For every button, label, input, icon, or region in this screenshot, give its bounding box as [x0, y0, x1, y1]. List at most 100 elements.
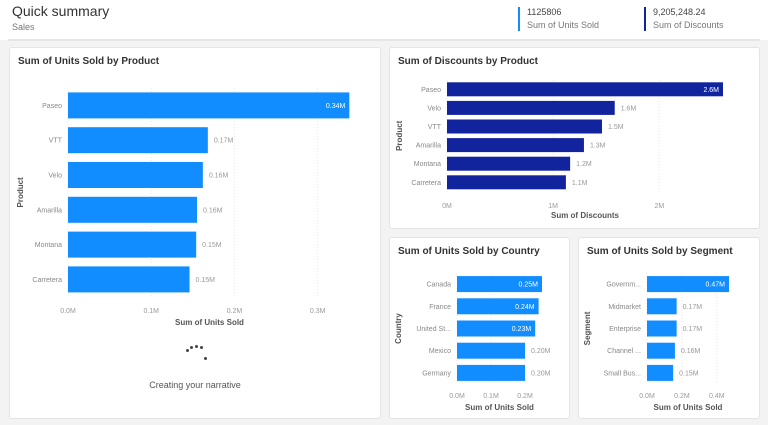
discounts-by-product-visual[interactable]: Sum of Discounts by Product 0M 1M 2M Paseo 2… — [389, 47, 760, 229]
category-label: Montana — [35, 242, 62, 249]
visual-title: Sum of Units Sold by Product — [18, 56, 160, 67]
bar-chart: 0.0M 0.1M 0.2M 0.3M Paseo 0.34M VTT 0.17M Velo 0.… — [16, 88, 350, 327]
x-tick-label: 0.3M — [310, 308, 326, 315]
bar[interactable] — [447, 156, 571, 171]
category-label: Velo — [427, 105, 441, 112]
category-label: VTT — [49, 138, 63, 145]
bar[interactable] — [447, 82, 723, 97]
bar[interactable] — [647, 276, 729, 293]
data-label: 0.17M — [683, 304, 703, 311]
data-label: 0.20M — [531, 348, 551, 355]
data-label: 0.47M — [706, 282, 726, 289]
bar[interactable] — [457, 342, 525, 359]
data-label: 1.6M — [621, 105, 637, 112]
kpi-units-sold[interactable]: 1125806 Sum of Units Sold — [518, 7, 599, 31]
units-by-country-visual[interactable]: Sum of Units Sold by Country 0.0M 0.1M 0.2… — [389, 237, 570, 419]
x-tick-label: 0.0M — [449, 393, 465, 400]
category-label: Carretera — [411, 180, 441, 187]
category-label: Germany — [422, 370, 451, 377]
bar[interactable] — [457, 364, 525, 381]
bar[interactable] — [68, 266, 190, 293]
category-label: Governm... — [606, 282, 641, 289]
data-label: 1.3M — [590, 143, 606, 150]
x-tick-label: 0.1M — [143, 308, 159, 315]
x-axis-title: Sum of Discounts — [551, 211, 620, 220]
kpi-discounts[interactable]: 9,205,248.24 Sum of Discounts — [644, 7, 724, 31]
y-axis-title: Segment — [583, 311, 592, 345]
kpi-value: 1125806 — [527, 7, 562, 17]
bar[interactable] — [647, 364, 674, 381]
category-label: Midmarket — [608, 304, 641, 311]
category-label: Enterprise — [609, 326, 641, 333]
data-label: 0.17M — [683, 326, 703, 333]
units-by-product-visual[interactable]: Sum of Units Sold by Product Creating yo… — [9, 47, 381, 419]
bar-chart: 0M 1M 2M Paseo 2.6M Velo 1.6M VTT 1.5M Amarilla 1.… — [395, 80, 723, 220]
data-label: 0.25M — [519, 282, 539, 289]
category-label: Paseo — [421, 87, 441, 94]
bar[interactable] — [457, 276, 542, 293]
x-axis-title: Sum of Units Sold — [654, 403, 723, 412]
data-label: 0.15M — [196, 277, 216, 284]
category-label: Amarilla — [416, 143, 441, 150]
category-label: Montana — [414, 161, 441, 168]
y-axis-title: Product — [395, 120, 404, 151]
kpi-value: 9,205,248.24 — [653, 7, 706, 17]
category-label: Velo — [48, 173, 62, 180]
bar[interactable] — [68, 92, 350, 119]
x-axis-title: Sum of Units Sold — [465, 403, 534, 412]
units-by-segment-visual[interactable]: Sum of Units Sold by Segment 0.0M 0.2M 0.4… — [578, 237, 760, 419]
x-tick-label: 0.2M — [517, 393, 533, 400]
category-label: Carretera — [32, 277, 62, 284]
data-label: 0.15M — [202, 242, 222, 249]
narrative-status: Creating your narrative — [149, 380, 241, 390]
page-title: Quick summary — [12, 3, 110, 19]
bar[interactable] — [457, 320, 536, 337]
kpi-label: Sum of Discounts — [653, 20, 724, 30]
data-label: 1.2M — [576, 161, 592, 168]
y-axis-title: Country — [394, 313, 403, 344]
x-tick-label: 0.1M — [483, 393, 499, 400]
x-tick-label: 0.0M — [639, 393, 655, 400]
bar[interactable] — [68, 231, 197, 258]
category-label: Small Bus... — [604, 370, 641, 377]
header-divider — [8, 39, 760, 41]
visual-title: Sum of Units Sold by Segment — [587, 246, 733, 257]
bar-chart: 0.0M 0.2M 0.4M Governm... 0.47M Midmarket 0.17… — [583, 273, 729, 412]
bar[interactable] — [68, 196, 198, 223]
data-label: 0.23M — [512, 326, 532, 333]
bar[interactable] — [447, 100, 615, 115]
category-label: France — [429, 304, 451, 311]
visual-title: Sum of Discounts by Product — [398, 56, 539, 67]
data-label: 0.20M — [531, 370, 551, 377]
bar[interactable] — [457, 298, 539, 315]
data-label: 1.1M — [572, 180, 588, 187]
data-label: 0.17M — [214, 138, 234, 145]
bar[interactable] — [447, 138, 584, 153]
bar[interactable] — [447, 175, 566, 190]
x-axis-title: Sum of Units Sold — [175, 318, 244, 327]
x-tick-label: 0.2M — [227, 308, 243, 315]
data-label: 0.24M — [515, 304, 535, 311]
x-tick-label: 0.2M — [674, 393, 690, 400]
x-tick-label: 2M — [654, 203, 664, 210]
category-label: Mexico — [429, 348, 451, 355]
data-label: 1.5M — [608, 124, 624, 131]
y-axis-title: Product — [16, 177, 25, 208]
bar[interactable] — [68, 162, 203, 188]
category-label: Paseo — [42, 103, 62, 110]
x-tick-label: 0.4M — [709, 393, 725, 400]
category-label: Canada — [426, 282, 451, 289]
data-label: 0.16M — [209, 173, 229, 180]
kpi-label: Sum of Units Sold — [527, 20, 600, 30]
bar[interactable] — [447, 119, 602, 134]
bar[interactable] — [68, 127, 208, 154]
bar[interactable] — [647, 298, 677, 315]
x-tick-label: 1M — [548, 203, 558, 210]
category-label: Channel ... — [607, 348, 641, 355]
bar[interactable] — [647, 320, 677, 337]
x-tick-label: 0M — [442, 203, 452, 210]
loading-spinner-icon — [186, 344, 216, 364]
category-label: Amarilla — [37, 207, 62, 214]
bar[interactable] — [647, 342, 675, 359]
data-label: 0.16M — [203, 207, 223, 214]
